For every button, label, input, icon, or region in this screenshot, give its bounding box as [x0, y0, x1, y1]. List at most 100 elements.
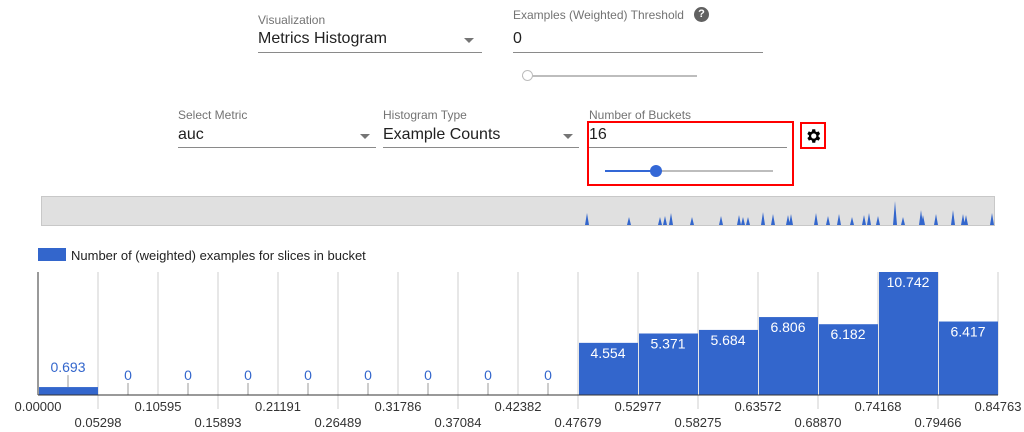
overview-peak	[921, 215, 925, 225]
overview-peak	[934, 214, 938, 225]
legend-label: Number of (weighted) examples for slices…	[71, 248, 366, 263]
overview-peak	[964, 215, 968, 225]
x-tick-label: 0.42382	[495, 399, 542, 414]
range-selector-overview[interactable]	[41, 196, 1013, 226]
buckets-input[interactable]: 16	[589, 126, 787, 148]
legend-swatch	[38, 248, 66, 261]
buckets-highlight	[587, 121, 794, 186]
overview-peak	[876, 216, 880, 225]
bar	[699, 329, 758, 395]
x-tick-label: 0.15893	[195, 415, 242, 430]
metric-label: Select Metric	[178, 108, 248, 122]
histogram-type-label: Histogram Type	[383, 108, 467, 122]
bar-value-label: 0	[124, 367, 132, 383]
x-tick-label: 0.47679	[555, 415, 602, 430]
metric-value: auc	[178, 126, 204, 143]
x-tick-label: 0.58275	[675, 415, 722, 430]
overview-peak	[627, 217, 631, 225]
bar-value-label: 4.554	[590, 345, 625, 361]
help-icon[interactable]: ?	[694, 7, 709, 22]
overview-peak	[867, 213, 871, 225]
bar	[579, 342, 638, 395]
visualization-label: Visualization	[258, 13, 326, 27]
overview-peak	[771, 214, 775, 225]
overview-peak	[658, 217, 662, 225]
bar-value-label: 5.684	[710, 332, 745, 348]
overview-peak	[737, 215, 741, 225]
histogram-type-value: Example Counts	[383, 126, 501, 143]
x-tick-label: 0.79466	[915, 415, 962, 430]
overview-peak	[746, 217, 750, 225]
threshold-value: 0	[513, 30, 522, 47]
overview-peak	[761, 212, 765, 225]
overview-peak	[789, 214, 793, 225]
gear-icon	[807, 128, 821, 143]
x-tick-label: 0.74168	[855, 399, 902, 414]
threshold-input[interactable]: 0	[513, 30, 763, 53]
overview-peak	[786, 215, 790, 225]
overview-peak	[850, 217, 854, 225]
x-tick-label: 0.05298	[75, 415, 122, 430]
x-tick-label: 0.26489	[315, 415, 362, 430]
bar-value-label: 0	[364, 367, 372, 383]
overview-peak	[951, 210, 955, 225]
overview-peak	[901, 217, 905, 225]
overview-peak	[663, 216, 667, 225]
bar-value-label: 0	[544, 367, 552, 383]
dropdown-caret-icon	[563, 134, 573, 139]
bar	[39, 387, 98, 395]
metric-select[interactable]: auc	[178, 126, 376, 148]
dropdown-caret-icon	[464, 38, 474, 43]
overview-peak	[990, 213, 994, 225]
bar-value-label: 6.806	[770, 319, 805, 335]
x-tick-label: 0.84763	[975, 399, 1022, 414]
histogram-chart: 0.693 0 0 0 0 0 0 0 0 4.554 5.371 5.684 6.806 6.182 10…	[15, 272, 1022, 430]
overview-peak	[814, 213, 818, 225]
x-tick-label: 0.31786	[375, 399, 422, 414]
threshold-slider[interactable]	[522, 70, 697, 82]
settings-button[interactable]	[800, 122, 826, 149]
slider-thumb[interactable]	[650, 165, 662, 177]
histogram-type-select[interactable]: Example Counts	[383, 126, 579, 148]
x-tick-label: 0.37084	[435, 415, 482, 430]
overview-peak	[862, 215, 866, 225]
x-tick-label: 0.21191	[255, 399, 301, 414]
bar-value-label: 0.693	[50, 359, 85, 375]
overview-peak	[837, 214, 841, 225]
overview-peak	[741, 217, 745, 225]
bar-value-label: 5.371	[650, 336, 685, 352]
threshold-label: Examples (Weighted) Threshold	[513, 8, 684, 22]
overview-peak	[690, 217, 694, 225]
bar-value-label: 10.742	[887, 274, 930, 290]
overview-peak	[585, 213, 589, 225]
visualization-select[interactable]: Metrics Histogram	[258, 30, 482, 53]
bar-value-label: 0	[184, 367, 192, 383]
x-tick-label: 0.00000	[15, 399, 62, 414]
overview-peak	[961, 214, 965, 225]
bar	[879, 272, 938, 395]
overview-peak	[826, 216, 830, 225]
x-tick-label: 0.63572	[735, 399, 782, 414]
bar	[759, 317, 818, 395]
bar-value-label: 6.417	[950, 324, 985, 340]
overview-peak	[719, 216, 723, 225]
x-tick-label: 0.68870	[795, 415, 842, 430]
buckets-label: Number of Buckets	[589, 108, 692, 122]
overview-peak	[669, 213, 673, 225]
bar-value-label: 6.182	[830, 326, 865, 342]
overview-peak	[893, 201, 897, 225]
slider-thumb[interactable]	[522, 70, 533, 81]
x-tick-label: 0.52977	[615, 399, 662, 414]
bar-value-label: 0	[304, 367, 312, 383]
bar	[939, 321, 998, 395]
bar-value-label: 0	[424, 367, 432, 383]
bar	[819, 324, 878, 395]
buckets-slider[interactable]	[605, 165, 773, 177]
dropdown-caret-icon	[360, 134, 370, 139]
visualization-value: Metrics Histogram	[258, 30, 387, 47]
overview-sparkline	[585, 201, 1013, 225]
buckets-value: 16	[589, 126, 607, 143]
x-tick-label: 0.10595	[135, 399, 182, 414]
bar-value-label: 0	[244, 367, 252, 383]
bar	[639, 333, 698, 395]
